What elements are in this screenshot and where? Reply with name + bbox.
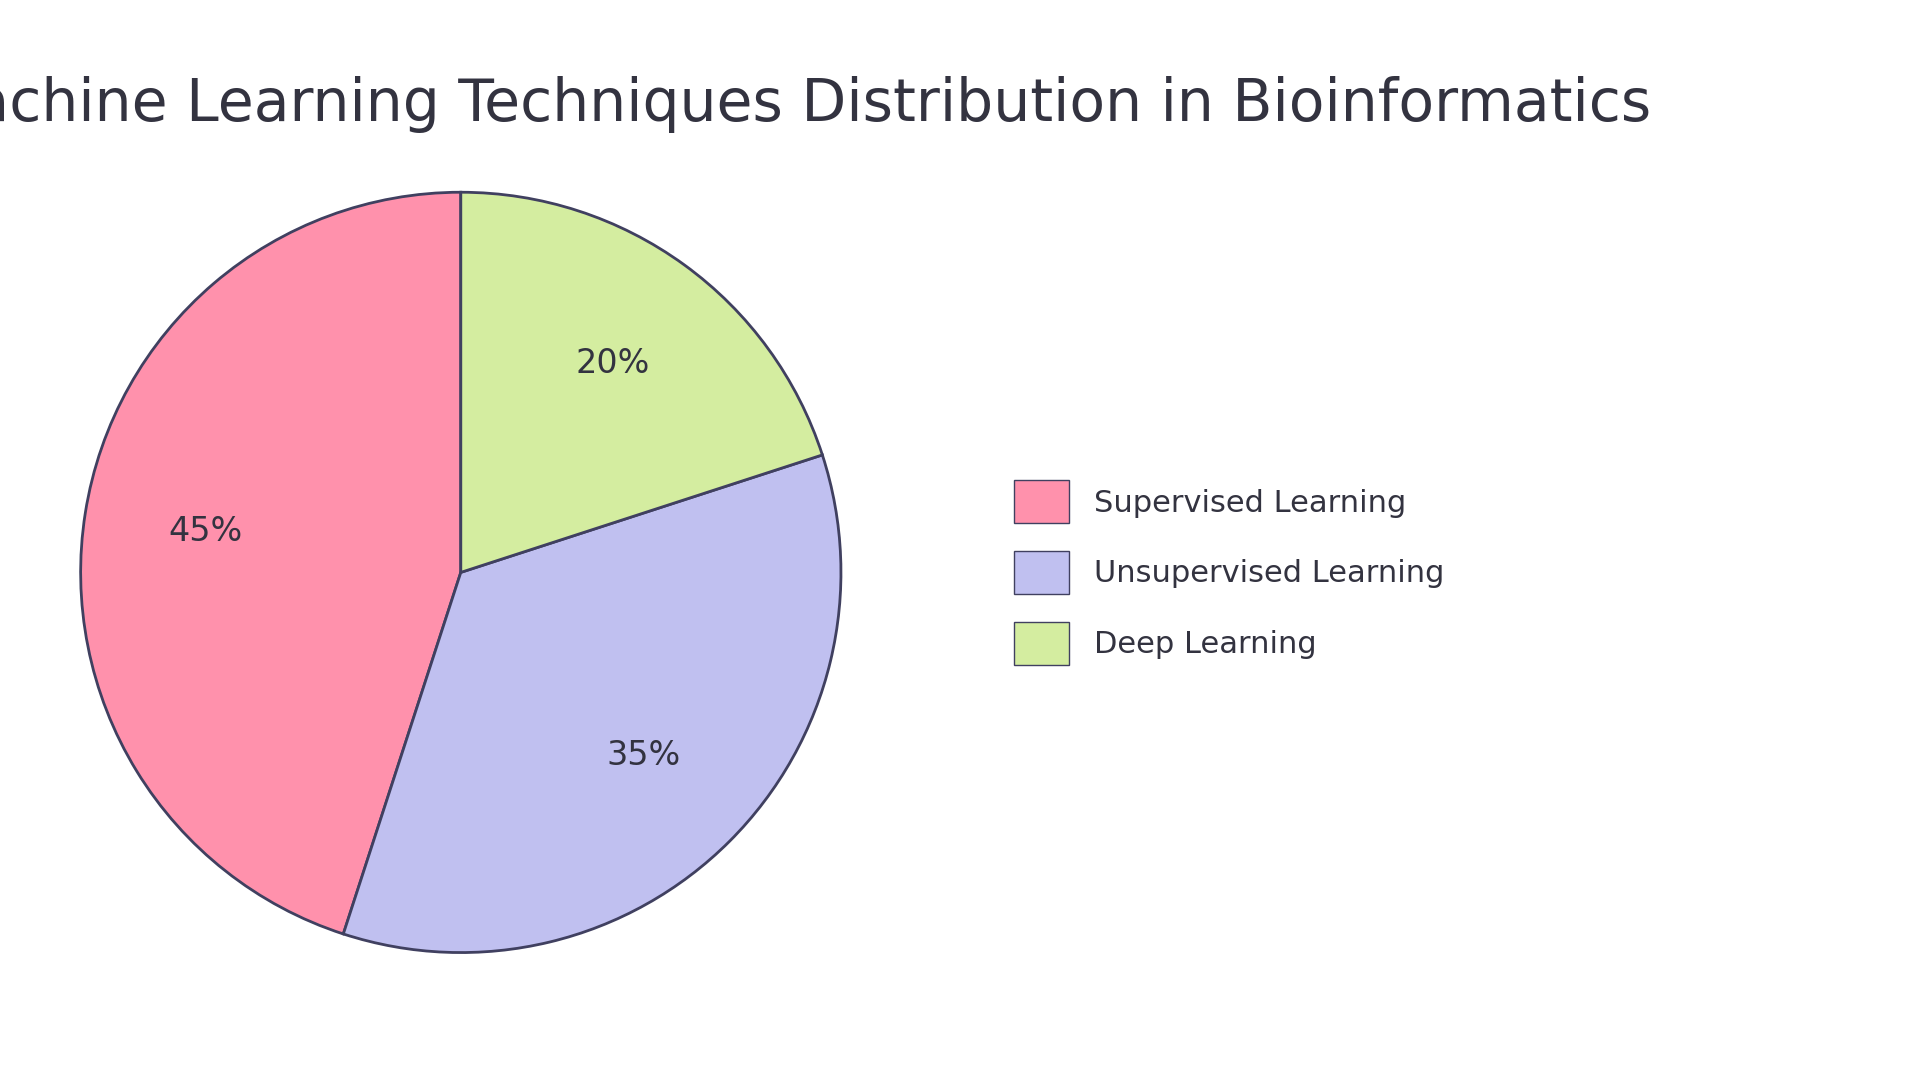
Text: Machine Learning Techniques Distribution in Bioinformatics: Machine Learning Techniques Distribution…	[0, 76, 1651, 133]
Text: 35%: 35%	[607, 739, 682, 772]
Text: 20%: 20%	[576, 347, 651, 380]
Wedge shape	[344, 455, 841, 953]
Legend: Supervised Learning, Unsupervised Learning, Deep Learning: Supervised Learning, Unsupervised Learni…	[998, 464, 1459, 680]
Text: 45%: 45%	[169, 515, 242, 549]
Wedge shape	[461, 192, 822, 572]
Wedge shape	[81, 192, 461, 934]
